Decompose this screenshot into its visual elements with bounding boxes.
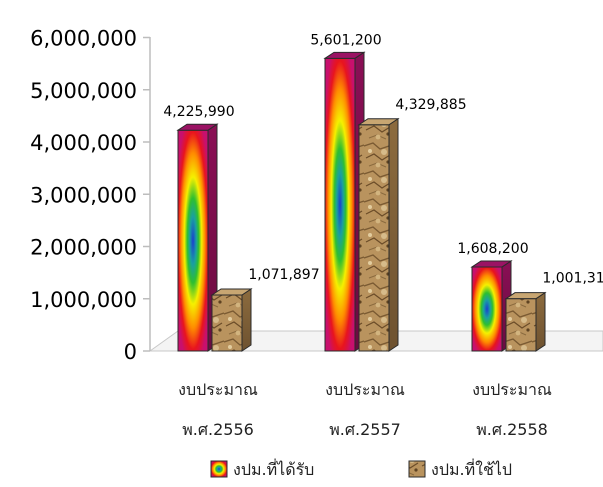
legend-label: งปม.ที่ใช้ไป (431, 458, 512, 479)
data-label: 4,225,990 (163, 104, 234, 120)
data-label: 4,329,885 (395, 97, 466, 113)
legend: งปม.ที่ได้รับ งปม.ที่ใช้ไป (210, 458, 512, 479)
bar-front (505, 298, 537, 352)
y-tick-label: 4,000,000 (30, 131, 137, 155)
bar-front (211, 294, 243, 352)
y-tick-label: 3,000,000 (30, 183, 137, 207)
category-label: งบประมาณ (178, 380, 258, 399)
bar-front (177, 129, 209, 352)
bar-side (388, 117, 399, 352)
legend-label: งปม.ที่ได้รับ (233, 458, 314, 479)
bar-front (471, 266, 503, 352)
data-labels: 4,225,990 5,601,200 1,608,200 1,071,897 4,32… (163, 32, 603, 286)
bar-front (324, 57, 356, 352)
category-label: พ.ศ.2557 (329, 420, 401, 439)
legend-item: งปม.ที่ใช้ไป (408, 458, 512, 479)
y-tick-label: 6,000,000 (30, 27, 137, 51)
data-label: 5,601,200 (310, 32, 381, 48)
bar-top (323, 51, 366, 59)
category-label: งบประมาณ (325, 380, 405, 399)
y-tick-label: 1,000,000 (30, 288, 137, 312)
bar-top (210, 288, 253, 296)
y-tick-label: 5,000,000 (30, 79, 137, 103)
bar-top (176, 123, 219, 131)
legend-swatch (408, 460, 426, 478)
bar-top (504, 292, 547, 300)
bar-top (470, 260, 513, 268)
bar-side (535, 291, 546, 352)
bar (504, 291, 547, 352)
category-label: งบประมาณ (472, 380, 552, 399)
bars (176, 51, 547, 352)
data-label: 1,608,200 (457, 241, 528, 257)
data-label: 1,071,897 (248, 267, 319, 283)
bar (176, 123, 219, 352)
bar (210, 288, 253, 352)
y-tick-label: 0 (124, 340, 137, 364)
category-label: พ.ศ.2556 (182, 420, 254, 439)
bar (357, 117, 400, 352)
data-label: 1,001,316 (542, 271, 603, 287)
y-tick-label: 2,000,000 (30, 236, 137, 260)
bar-top (357, 118, 400, 126)
bar (323, 51, 366, 352)
legend-item: งปม.ที่ได้รับ (210, 458, 314, 479)
bar-side (241, 288, 252, 352)
legend-swatch (210, 460, 228, 478)
y-axis: 0 1,000,000 2,000,000 3,000,000 4,000,000 5,0… (30, 27, 151, 364)
bar-front (358, 124, 390, 352)
bar (470, 260, 513, 352)
category-label: พ.ศ.2558 (476, 420, 548, 439)
